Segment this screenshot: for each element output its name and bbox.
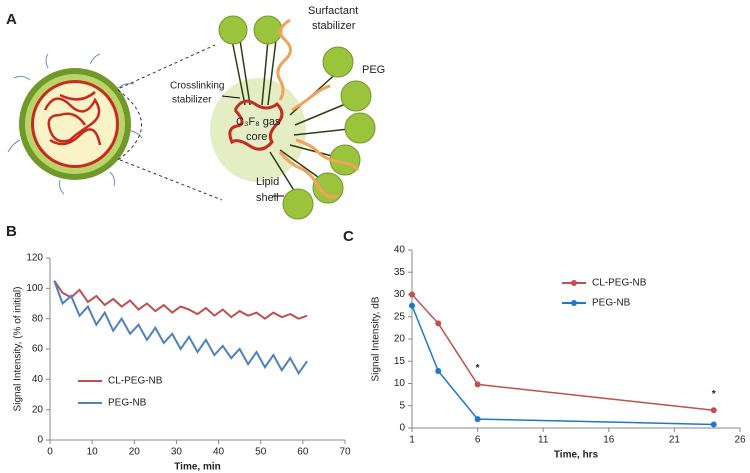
x-tick-label: 30 bbox=[171, 447, 183, 458]
x-tick-label: 0 bbox=[47, 447, 53, 458]
series-line bbox=[53, 280, 308, 376]
point bbox=[435, 368, 442, 375]
x-tick-label: 70 bbox=[339, 447, 351, 458]
point bbox=[409, 302, 415, 309]
x-axis-label: Time, hrs bbox=[554, 450, 599, 461]
point bbox=[710, 407, 717, 414]
panel-label: A bbox=[6, 11, 17, 28]
bubble-icon bbox=[7, 44, 223, 201]
x-tick-label: 16 bbox=[603, 435, 615, 446]
legend-marker bbox=[571, 280, 577, 286]
nanobubble-diagram bbox=[210, 15, 376, 220]
x-tick-label: 1 bbox=[409, 435, 415, 446]
y-axis-label: Signal Intensity, dB bbox=[371, 296, 382, 381]
legend-label: CL-PEG-NB bbox=[592, 278, 647, 289]
label-text: Lipid bbox=[256, 176, 279, 188]
point bbox=[435, 320, 442, 327]
x-tick-label: 26 bbox=[734, 435, 746, 446]
y-tick-label: 60 bbox=[32, 344, 44, 355]
y-tick-label: 20 bbox=[32, 404, 44, 415]
y-axis-label: Signal Intensity, (% of initial) bbox=[13, 287, 24, 412]
y-tick-label: 5 bbox=[399, 400, 405, 411]
label-text: Crosslinking bbox=[170, 81, 224, 92]
panel-label: B bbox=[6, 223, 17, 240]
point bbox=[474, 416, 481, 423]
x-axis-label: Time, min bbox=[174, 462, 221, 473]
point bbox=[409, 291, 415, 298]
x-tick-label: 20 bbox=[129, 447, 141, 458]
series-line bbox=[53, 280, 308, 320]
panel-label: C bbox=[343, 228, 354, 245]
y-tick-label: 100 bbox=[26, 283, 43, 294]
series-line bbox=[411, 293, 714, 411]
panel-a: A Surfactant stabilizer PE bbox=[6, 5, 385, 220]
annotation: * bbox=[712, 389, 716, 400]
point bbox=[474, 381, 481, 388]
y-tick-label: 120 bbox=[26, 253, 43, 264]
y-tick-label: 80 bbox=[32, 313, 44, 324]
y-tick-label: 0 bbox=[37, 435, 43, 446]
label-text: shell bbox=[256, 192, 279, 204]
y-tick-label: 40 bbox=[32, 374, 44, 385]
legend-label: CL-PEG-NB bbox=[108, 376, 163, 387]
y-tick-label: 15 bbox=[394, 356, 406, 367]
legend-label: PEG-NB bbox=[592, 298, 631, 309]
point bbox=[710, 421, 717, 428]
x-tick-label: 60 bbox=[297, 447, 309, 458]
series-line bbox=[411, 305, 714, 426]
y-tick-label: 0 bbox=[399, 423, 405, 434]
label-text: Surfactant bbox=[308, 5, 358, 17]
y-tick-label: 20 bbox=[394, 334, 406, 345]
y-tick-label: 10 bbox=[394, 378, 406, 389]
annotation: * bbox=[476, 363, 480, 374]
label-text: stabilizer bbox=[312, 20, 356, 32]
legend-marker bbox=[571, 300, 577, 306]
y-tick-label: 35 bbox=[394, 267, 406, 278]
label-text: C₃F₈ gas bbox=[236, 116, 281, 128]
label-text: PEG bbox=[362, 64, 385, 76]
x-tick-label: 10 bbox=[87, 447, 99, 458]
legend-label: PEG-NB bbox=[108, 398, 147, 409]
x-tick-label: 50 bbox=[255, 447, 267, 458]
x-tick-label: 21 bbox=[669, 435, 681, 446]
y-tick-label: 30 bbox=[394, 289, 406, 300]
label-text: stabilizer bbox=[172, 95, 212, 106]
x-tick-label: 11 bbox=[538, 435, 549, 446]
x-tick-label: 6 bbox=[475, 435, 481, 446]
x-tick-label: 40 bbox=[213, 447, 225, 458]
label-text: core bbox=[246, 131, 267, 143]
y-tick-label: 40 bbox=[394, 245, 406, 256]
y-tick-label: 25 bbox=[394, 311, 406, 322]
